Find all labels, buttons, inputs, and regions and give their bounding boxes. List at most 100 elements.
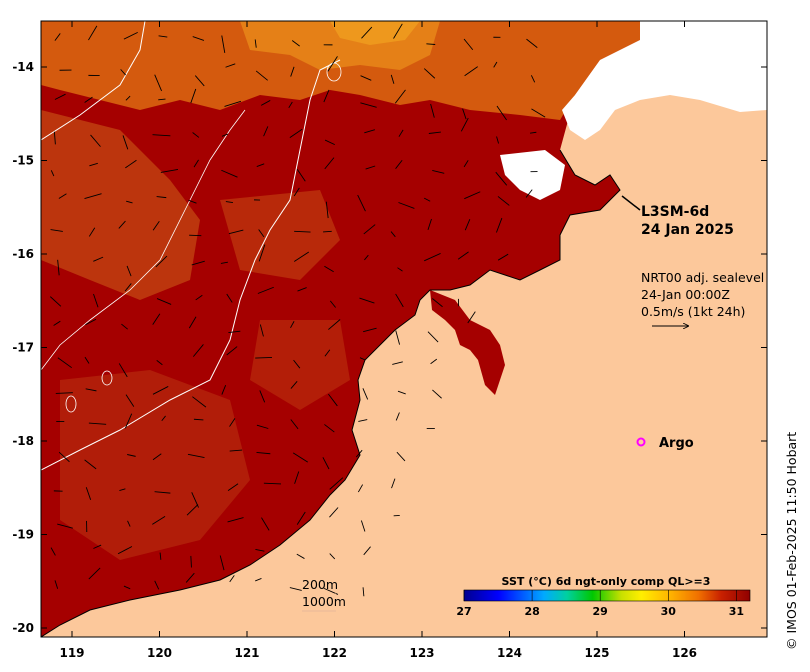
current-vector bbox=[496, 217, 503, 233]
current-vector bbox=[360, 102, 377, 108]
current-vector bbox=[329, 507, 339, 518]
current-vector bbox=[155, 255, 168, 268]
current-vector bbox=[85, 388, 97, 392]
isobath-ring bbox=[101, 370, 113, 386]
current-vector bbox=[50, 170, 55, 177]
current-vector bbox=[225, 63, 236, 68]
cooler-sst-patches bbox=[41, 21, 640, 120]
current-vector bbox=[258, 229, 265, 238]
current-vector bbox=[260, 100, 271, 106]
current-vector bbox=[391, 478, 396, 489]
current-vector bbox=[124, 413, 133, 429]
current-vector bbox=[423, 253, 441, 262]
current-vector bbox=[255, 578, 262, 582]
current-vector bbox=[90, 134, 101, 147]
current-vector bbox=[126, 200, 133, 204]
current-vector bbox=[493, 61, 498, 68]
current-vector bbox=[288, 101, 293, 109]
current-vector bbox=[229, 575, 235, 583]
current-vector bbox=[193, 159, 199, 168]
current-vector bbox=[398, 129, 404, 137]
current-vector bbox=[432, 389, 442, 399]
current-vector bbox=[430, 358, 438, 365]
current-vector bbox=[289, 128, 303, 138]
current-vector bbox=[432, 298, 443, 308]
current-vector bbox=[296, 553, 305, 559]
current-vector bbox=[365, 165, 376, 170]
current-vector bbox=[123, 31, 138, 40]
current-vector bbox=[152, 134, 171, 137]
current-vector bbox=[88, 25, 98, 41]
current-vector bbox=[396, 451, 406, 462]
current-vector bbox=[120, 69, 127, 76]
no-data-cloud-2 bbox=[500, 150, 565, 200]
argo-label: Argo bbox=[659, 436, 694, 451]
lat-tick-label: -19 bbox=[12, 528, 34, 542]
current-vector bbox=[256, 424, 269, 429]
current-vector bbox=[152, 516, 166, 525]
current-vector bbox=[464, 66, 478, 77]
date-label: 24 Jan 2025 bbox=[641, 222, 734, 238]
lon-tick-label: 125 bbox=[584, 646, 609, 660]
current-vector bbox=[195, 294, 203, 301]
current-vector bbox=[161, 415, 166, 422]
current-vector bbox=[324, 265, 334, 273]
current-vector bbox=[54, 580, 59, 589]
current-vector bbox=[290, 66, 295, 77]
cool-patch-6 bbox=[250, 320, 350, 410]
current-vector bbox=[85, 487, 92, 500]
sea-sst-field bbox=[41, 21, 640, 637]
current-vector bbox=[294, 471, 300, 484]
current-vector bbox=[397, 390, 406, 395]
current-vector bbox=[154, 491, 171, 494]
current-vector bbox=[84, 193, 102, 199]
current-vector bbox=[423, 68, 436, 79]
current-vector bbox=[257, 286, 274, 294]
current-vector bbox=[156, 298, 172, 305]
current-vector bbox=[526, 38, 538, 49]
lon-tick-label: 124 bbox=[497, 646, 522, 660]
current-vector bbox=[54, 93, 66, 100]
isobath-ring bbox=[326, 62, 342, 82]
isobath-1000m bbox=[41, 109, 246, 371]
isobath-200m bbox=[41, 21, 341, 471]
current-vector bbox=[327, 56, 338, 72]
current-vector bbox=[395, 293, 404, 308]
current-vector bbox=[192, 36, 205, 41]
current-vector bbox=[190, 555, 192, 568]
current-vector bbox=[221, 169, 238, 178]
lat-tick-label: -20 bbox=[12, 621, 34, 635]
current-vector bbox=[254, 39, 257, 48]
current-vector bbox=[364, 129, 375, 134]
current-vector bbox=[525, 189, 533, 198]
current-vector bbox=[495, 171, 508, 186]
current-vector bbox=[329, 477, 344, 490]
current-vector bbox=[427, 331, 439, 343]
current-vector bbox=[58, 451, 70, 463]
credit-text: © IMOS 01-Feb-2025 11:50 Hobart bbox=[784, 431, 799, 650]
current-vector bbox=[219, 555, 225, 571]
current-vector bbox=[125, 159, 137, 169]
colorbar-tick-label: 27 bbox=[456, 605, 471, 618]
current-vector bbox=[127, 454, 136, 457]
current-vector bbox=[289, 587, 302, 591]
current-vector bbox=[290, 321, 295, 329]
current-vector bbox=[84, 459, 97, 470]
current-vector bbox=[57, 523, 73, 529]
current-vector bbox=[324, 157, 335, 170]
current-vector bbox=[88, 567, 101, 580]
current-vector bbox=[152, 221, 160, 231]
current-vector bbox=[160, 169, 179, 173]
coastline bbox=[41, 149, 621, 637]
current-vector bbox=[255, 548, 265, 552]
current-vector bbox=[221, 35, 226, 53]
lon-tick-label: 120 bbox=[147, 646, 172, 660]
current-vector bbox=[359, 297, 375, 304]
colorbar-ticks: 27 28 29 30 31 bbox=[456, 590, 744, 618]
current-vector bbox=[192, 132, 200, 138]
current-vector bbox=[290, 419, 299, 430]
current-vector bbox=[158, 98, 166, 101]
current-vector bbox=[255, 356, 273, 359]
current-vector bbox=[158, 35, 168, 38]
current-vector bbox=[53, 131, 56, 145]
